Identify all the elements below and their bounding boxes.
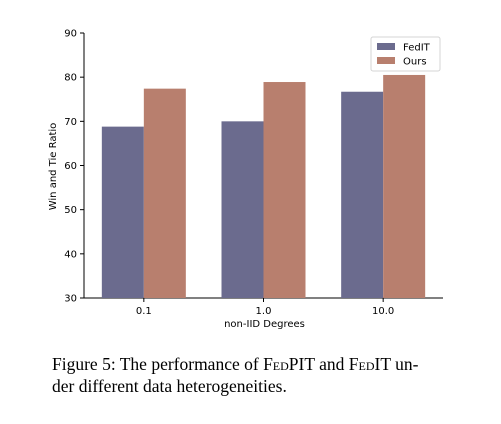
caption-line2: der different data heterogeneities. xyxy=(52,376,287,396)
caption-prefix: Figure 5: The performance of xyxy=(52,354,264,374)
legend-swatch-ours xyxy=(377,57,395,64)
caption-name2-tail: IT xyxy=(374,354,391,374)
caption-name1-rest: ed xyxy=(272,354,289,374)
y-axis-label: Win and Tie Ratio xyxy=(48,123,59,211)
y-tick-label: 30 xyxy=(64,294,77,305)
bar-chart: 30 40 50 60 70 80 90 0.1 1.0 10.0 FedIT Ours Win … xyxy=(48,29,443,330)
bar-ours-1.0 xyxy=(263,82,306,299)
caption-middle: and xyxy=(314,354,349,374)
figure-caption: Figure 5: The performance of FedPIT and … xyxy=(52,353,472,397)
legend-label-fedit: FedIT xyxy=(403,43,431,54)
y-tick-label: 50 xyxy=(64,205,77,216)
caption-name2-rest: ed xyxy=(358,354,375,374)
caption-name2: FedIT xyxy=(349,354,391,374)
bar-fedit-1.0 xyxy=(221,121,264,298)
x-axis: 0.1 1.0 10.0 xyxy=(84,297,443,317)
legend: FedIT Ours xyxy=(370,36,441,72)
y-axis: 30 40 50 60 70 80 90 xyxy=(64,29,85,305)
bar-fedit-10.0 xyxy=(341,91,384,298)
caption-line1-end: un- xyxy=(390,354,419,374)
x-axis-label: non-IID Degrees xyxy=(224,319,305,330)
caption-name2-initial: F xyxy=(348,354,359,374)
y-tick-label: 90 xyxy=(64,29,77,40)
bars xyxy=(101,74,426,299)
bar-fedit-0.1 xyxy=(101,126,144,298)
legend-swatch-fedit xyxy=(377,43,395,50)
caption-name1: FedPIT xyxy=(263,354,315,374)
legend-label-ours: Ours xyxy=(403,57,427,68)
x-tick-label: 10.0 xyxy=(372,306,394,317)
x-tick-label: 1.0 xyxy=(256,306,272,317)
caption-name1-tail: PIT xyxy=(288,354,315,374)
caption-name1-initial: F xyxy=(263,354,273,374)
y-tick-label: 70 xyxy=(64,117,77,128)
y-tick-label: 60 xyxy=(64,161,77,172)
x-tick-label: 0.1 xyxy=(136,306,152,317)
y-tick-label: 40 xyxy=(64,249,77,260)
bar-ours-0.1 xyxy=(143,88,186,299)
y-tick-label: 80 xyxy=(64,73,77,84)
bar-ours-10.0 xyxy=(383,74,426,298)
